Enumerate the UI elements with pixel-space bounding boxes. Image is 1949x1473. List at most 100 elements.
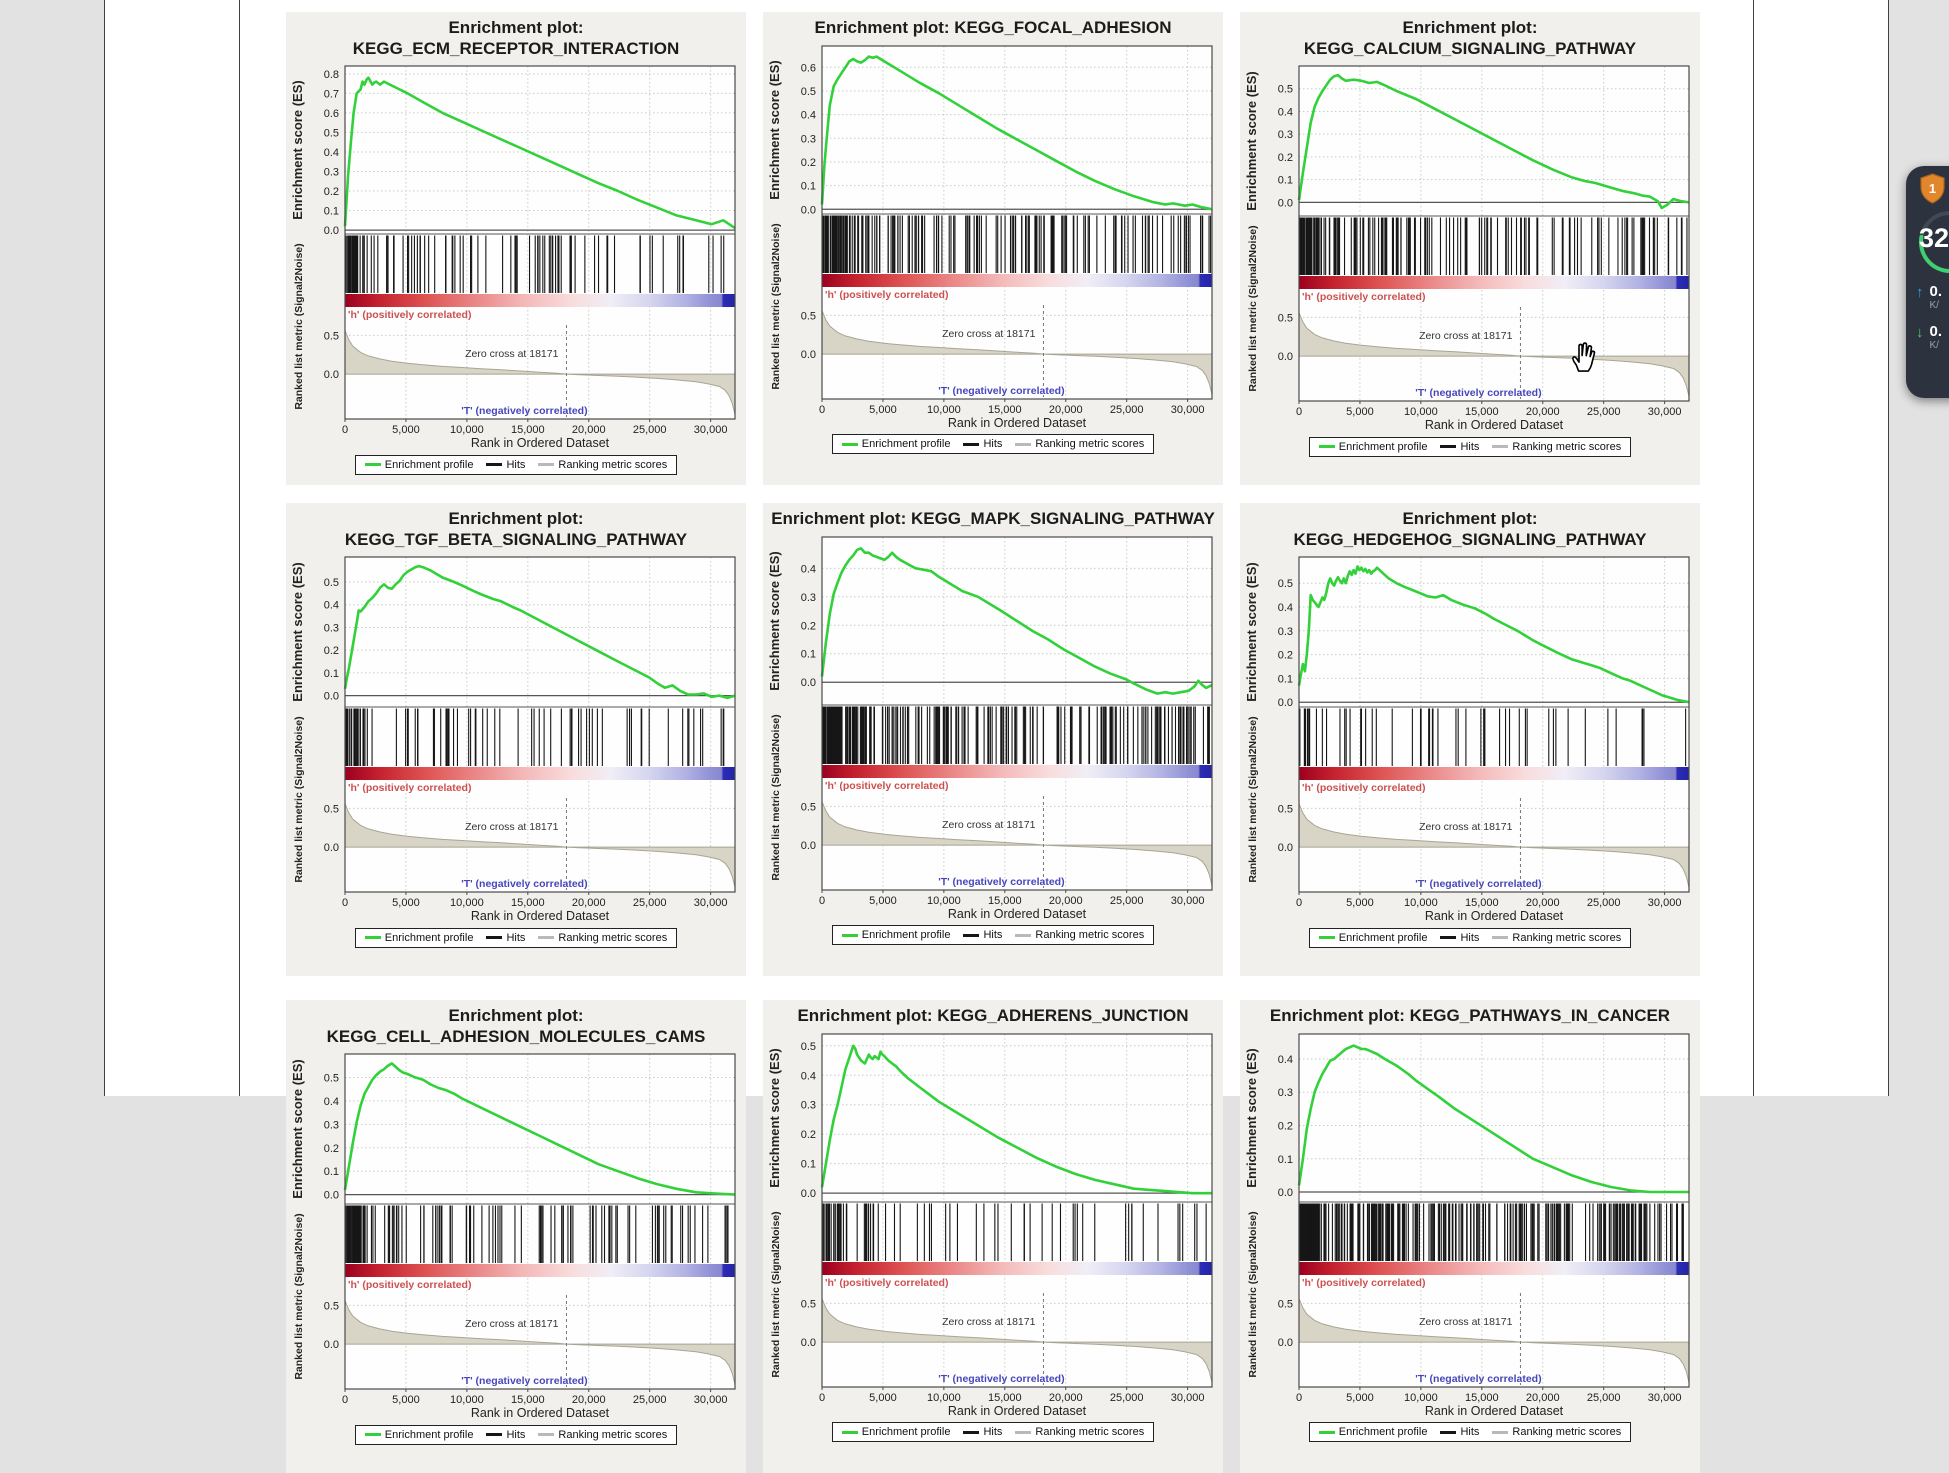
gsea-plot-card-6: Enrichment plot: KEGG_HEDGEHOG_SIGNALING_…: [1240, 503, 1700, 976]
svg-text:15,000: 15,000: [988, 1392, 1022, 1404]
enrichment-profile-swatch: [1318, 936, 1335, 940]
svg-text:30,000: 30,000: [1171, 404, 1205, 416]
gsea-chart: 0.8 0.7 0.6 0.5 0.4 0.3 0.2 0.1 0.0 'h' (positive…: [290, 65, 736, 450]
svg-text:0: 0: [342, 424, 348, 436]
ranking-metric-swatch: [1492, 1430, 1509, 1434]
svg-text:30,000: 30,000: [694, 897, 728, 909]
svg-text:'h' (positively correlated): 'h' (positively correlated): [348, 309, 471, 321]
svg-text:0.4: 0.4: [801, 109, 816, 121]
plot-row-3: Enrichment plot: KEGG_CELL_ADHESION_MOLEC…: [286, 1000, 1700, 1473]
svg-text:0.1: 0.1: [1278, 674, 1293, 686]
plot-title: Enrichment plot: KEGG_HEDGEHOG_SIGNALING_…: [1293, 509, 1647, 549]
svg-text:20,000: 20,000: [1526, 1392, 1560, 1404]
hits-swatch: [486, 936, 503, 940]
legend-item: Enrichment profile: [364, 1429, 473, 1441]
svg-text:Ranked list metric (Signal2Noi: Ranked list metric (Signal2Noise): [1247, 717, 1259, 883]
gsea-plot-card-5: Enrichment plot: KEGG_MAPK_SIGNALING_PAT…: [763, 503, 1223, 976]
svg-text:Zero cross at 18171: Zero cross at 18171: [465, 821, 559, 833]
svg-text:'T' (negatively correlated): 'T' (negatively correlated): [938, 876, 1064, 888]
svg-text:Zero cross at 18171: Zero cross at 18171: [1419, 1316, 1513, 1328]
svg-text:Zero cross at 18171: Zero cross at 18171: [1419, 821, 1513, 833]
svg-text:5,000: 5,000: [1346, 1392, 1374, 1404]
legend-item: Enrichment profile: [841, 929, 950, 941]
svg-text:Enrichment score (ES): Enrichment score (ES): [290, 81, 305, 220]
legend-item: Enrichment profile: [1318, 932, 1427, 944]
svg-text:Zero cross at 18171: Zero cross at 18171: [1419, 330, 1513, 342]
plot-title: Enrichment plot: KEGG_ADHERENS_JUNCTION: [797, 1006, 1189, 1025]
ranking-metric-swatch: [1492, 936, 1509, 940]
legend-item: Ranking metric scores: [1015, 438, 1144, 450]
svg-text:'h' (positively correlated): 'h' (positively correlated): [348, 1279, 471, 1291]
svg-text:'h' (positively correlated): 'h' (positively correlated): [825, 1277, 948, 1289]
svg-text:0.2: 0.2: [1278, 1120, 1293, 1132]
plot-legend: Enrichment profile Hits Ranking metric sco…: [1308, 436, 1632, 457]
plot-title: Enrichment plot: KEGG_ECM_RECEPTOR_INTER…: [352, 18, 680, 58]
gsea-chart: 0.5 0.4 0.3 0.2 0.1 0.0 'h' (positively correl…: [1244, 65, 1690, 432]
ranking-metric-swatch: [1492, 445, 1509, 449]
gsea-plot-card-4: Enrichment plot: KEGG_TGF_BETA_SIGNALING_…: [286, 503, 746, 976]
svg-text:5,000: 5,000: [869, 895, 897, 907]
svg-text:5,000: 5,000: [392, 897, 420, 909]
svg-text:0.3: 0.3: [324, 1120, 339, 1132]
svg-text:0.5: 0.5: [801, 86, 816, 98]
svg-text:0.2: 0.2: [801, 157, 816, 169]
svg-text:25,000: 25,000: [1110, 1392, 1144, 1404]
plot-legend: Enrichment profile Hits Ranking metric sco…: [354, 927, 678, 948]
svg-text:Rank in Ordered Dataset: Rank in Ordered Dataset: [1425, 418, 1564, 432]
svg-text:25,000: 25,000: [1110, 404, 1144, 416]
gsea-plot-card-9: Enrichment plot: KEGG_PATHWAYS_IN_CANCER…: [1240, 1000, 1700, 1473]
svg-text:0.5: 0.5: [324, 331, 339, 343]
svg-text:'h' (positively correlated): 'h' (positively correlated): [1302, 1277, 1425, 1289]
legend-item: Enrichment profile: [841, 438, 950, 450]
legend-item: Hits: [1440, 441, 1479, 453]
svg-text:0.0: 0.0: [324, 370, 339, 382]
svg-text:25,000: 25,000: [1110, 895, 1144, 907]
legend-item: Hits: [486, 1429, 525, 1441]
svg-text:Ranked list metric (Signal2Noi: Ranked list metric (Signal2Noise): [1247, 1211, 1259, 1377]
svg-text:30,000: 30,000: [1648, 1392, 1682, 1404]
svg-text:30,000: 30,000: [1648, 897, 1682, 909]
plot-legend: Enrichment profile Hits Ranking metric sco…: [354, 1424, 678, 1445]
svg-text:Rank in Ordered Dataset: Rank in Ordered Dataset: [948, 1404, 1087, 1418]
svg-text:Rank in Ordered Dataset: Rank in Ordered Dataset: [1425, 1404, 1564, 1418]
svg-text:10,000: 10,000: [1404, 1392, 1438, 1404]
legend-item: Enrichment profile: [1318, 1426, 1427, 1438]
svg-text:0.0: 0.0: [324, 226, 339, 238]
svg-text:0: 0: [819, 1392, 825, 1404]
plot-title: Enrichment plot: KEGG_TGF_BETA_SIGNALING_…: [344, 509, 688, 549]
page-margin-column-left: [104, 0, 240, 1096]
svg-text:15,000: 15,000: [511, 424, 545, 436]
enrichment-profile-swatch: [841, 442, 858, 446]
svg-text:15,000: 15,000: [1465, 897, 1499, 909]
svg-text:0.3: 0.3: [1278, 130, 1293, 142]
svg-text:'T' (negatively correlated): 'T' (negatively correlated): [1415, 387, 1541, 399]
svg-text:0: 0: [342, 897, 348, 909]
svg-text:0.4: 0.4: [1278, 602, 1293, 614]
svg-text:5,000: 5,000: [392, 1394, 420, 1406]
down-arrow-icon: ↓: [1916, 324, 1924, 341]
plot-legend: Enrichment profile Hits Ranking metric sco…: [1308, 927, 1632, 948]
svg-text:0.0: 0.0: [1278, 352, 1293, 364]
legend-item: Ranking metric scores: [1015, 1426, 1144, 1438]
monitor-widget[interactable]: 1 32 ↑ 0. K/ ↓ 0. K/: [1906, 166, 1949, 398]
svg-text:10,000: 10,000: [927, 895, 961, 907]
svg-text:0.0: 0.0: [1278, 843, 1293, 855]
plot-row-1: Enrichment plot: KEGG_ECM_RECEPTOR_INTER…: [286, 12, 1700, 485]
legend-item: Ranking metric scores: [1492, 1426, 1621, 1438]
legend-item: Enrichment profile: [841, 1426, 950, 1438]
svg-text:15,000: 15,000: [1465, 1392, 1499, 1404]
svg-text:20,000: 20,000: [572, 897, 606, 909]
svg-text:0.4: 0.4: [1278, 107, 1293, 119]
legend-item: Hits: [1440, 932, 1479, 944]
svg-text:0.1: 0.1: [801, 1158, 816, 1170]
svg-text:'h' (positively correlated): 'h' (positively correlated): [825, 780, 948, 792]
enrichment-profile-swatch: [364, 936, 381, 940]
svg-text:'T' (negatively correlated): 'T' (negatively correlated): [1415, 878, 1541, 890]
svg-text:0.0: 0.0: [801, 1188, 816, 1200]
svg-text:0.2: 0.2: [324, 186, 339, 198]
svg-text:0: 0: [1296, 406, 1302, 418]
svg-text:Enrichment score (ES): Enrichment score (ES): [1244, 72, 1259, 211]
svg-text:0.3: 0.3: [801, 1099, 816, 1111]
svg-text:0.3: 0.3: [801, 592, 816, 604]
svg-text:0.5: 0.5: [1278, 84, 1293, 96]
